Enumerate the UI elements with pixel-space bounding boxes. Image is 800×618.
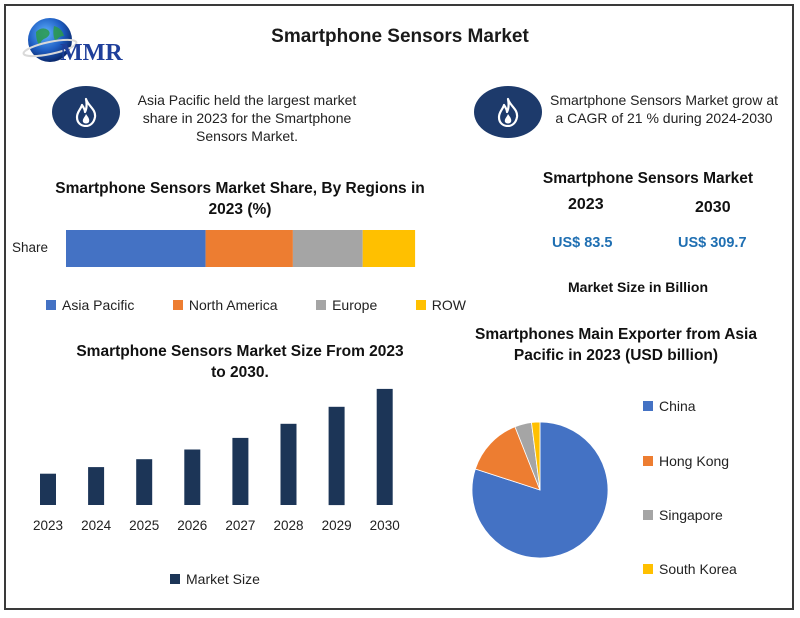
- legend-label: Hong Kong: [659, 453, 730, 469]
- size-chart-title: Smartphone Sensors Market Size From 2023…: [76, 343, 404, 381]
- legend-item-hong-kong: Hong Kong: [643, 453, 729, 469]
- legend-swatch: [643, 510, 653, 520]
- legend-swatch: [415, 300, 426, 310]
- legend-swatch: [172, 300, 183, 310]
- legend-label: South Korea: [659, 561, 737, 577]
- legend-item-north-america: North America: [172, 297, 278, 313]
- legend-item-row: ROW: [415, 297, 466, 313]
- x-tick-label: 2027: [225, 518, 255, 533]
- note-badge-left: [52, 86, 120, 138]
- legend-item-singapore: Singapore: [643, 507, 723, 523]
- pie-slice-china: [471, 421, 609, 559]
- summary-unit: Market Size in Billion: [568, 279, 709, 295]
- note-badge-right: [474, 86, 542, 138]
- legend-swatch: [46, 300, 56, 310]
- share-segment-north-america: [205, 230, 293, 267]
- flame-icon: [75, 97, 97, 127]
- market-size-bar-2024: [88, 467, 105, 505]
- legend-item-asia-pacific: Asia Pacific: [46, 297, 134, 313]
- market-size-bar-2029: [328, 406, 345, 506]
- x-tick-label: 2030: [370, 518, 400, 533]
- x-tick-label: 2025: [129, 518, 159, 533]
- share-segment-asia-pacific: [66, 230, 206, 267]
- page-title: Smartphone Sensors Market: [271, 26, 529, 47]
- note-text-right: Smartphone Sensors Market grow at a CAGR…: [550, 92, 778, 126]
- share-legend: Asia Pacific North America Europe ROW: [46, 297, 466, 313]
- market-size-bar-2030: [376, 388, 393, 505]
- pie-slice-hong-kong: [474, 426, 541, 491]
- share-chart-title: Smartphone Sensors Market Share, By Regi…: [55, 180, 425, 218]
- legend-swatch: [643, 564, 653, 574]
- infographic-frame: [4, 4, 794, 610]
- legend-label: China: [659, 398, 696, 414]
- exporter-pie-chart: [471, 421, 609, 559]
- logo-text: MMR: [60, 40, 123, 66]
- market-size-bar-2025: [136, 459, 153, 505]
- x-tick-label: 2026: [177, 518, 207, 533]
- legend-item-south-korea: South Korea: [643, 561, 737, 577]
- legend-label: Singapore: [659, 507, 723, 523]
- legend-label: Market Size: [186, 571, 260, 587]
- legend-label: Asia Pacific: [62, 297, 135, 313]
- market-size-bar-2023: [40, 473, 56, 505]
- legend-swatch: [316, 300, 327, 310]
- market-size-bar-chart: 2023 2024 2025 2026 2027 2028 2029 2030: [33, 388, 400, 533]
- legend-swatch: [643, 456, 653, 466]
- size-legend: Market Size: [170, 571, 260, 587]
- summary-year-end: 2030: [695, 199, 731, 216]
- share-stacked-bar-chart: Share: [12, 230, 416, 267]
- pie-chart-title: Smartphones Main Exporter from Asia Paci…: [475, 326, 757, 364]
- share-category-label: Share: [12, 240, 48, 255]
- brand-logo: MMR: [12, 10, 142, 70]
- x-tick-label: 2023: [33, 518, 63, 533]
- share-segment-europe: [292, 230, 363, 267]
- pie-slice-south-korea: [531, 421, 541, 491]
- market-size-bar-2028: [280, 423, 297, 505]
- flame-icon: [497, 97, 519, 127]
- x-tick-label: 2028: [273, 518, 303, 533]
- summary-title: Smartphone Sensors Market: [542, 170, 754, 187]
- globe-icon: [22, 18, 78, 62]
- summary-year-start: 2023: [568, 196, 604, 213]
- legend-swatch: [170, 574, 180, 584]
- market-size-bar-2027: [232, 437, 249, 505]
- share-segment-row: [362, 230, 416, 267]
- legend-swatch: [643, 401, 653, 411]
- legend-item-europe: Europe: [316, 297, 377, 313]
- legend-item-china: China: [643, 398, 696, 414]
- legend-label: ROW: [431, 297, 466, 313]
- summary-value-start: US$ 83.5: [552, 235, 613, 251]
- x-tick-label: 2029: [322, 518, 352, 533]
- legend-label: North America: [188, 297, 278, 313]
- note-text-left: Asia Pacific held the largest market sha…: [137, 92, 357, 144]
- summary-value-end: US$ 309.7: [678, 235, 747, 251]
- market-size-bar-2026: [184, 449, 201, 505]
- legend-label: Europe: [332, 297, 378, 313]
- x-tick-label: 2024: [81, 518, 112, 533]
